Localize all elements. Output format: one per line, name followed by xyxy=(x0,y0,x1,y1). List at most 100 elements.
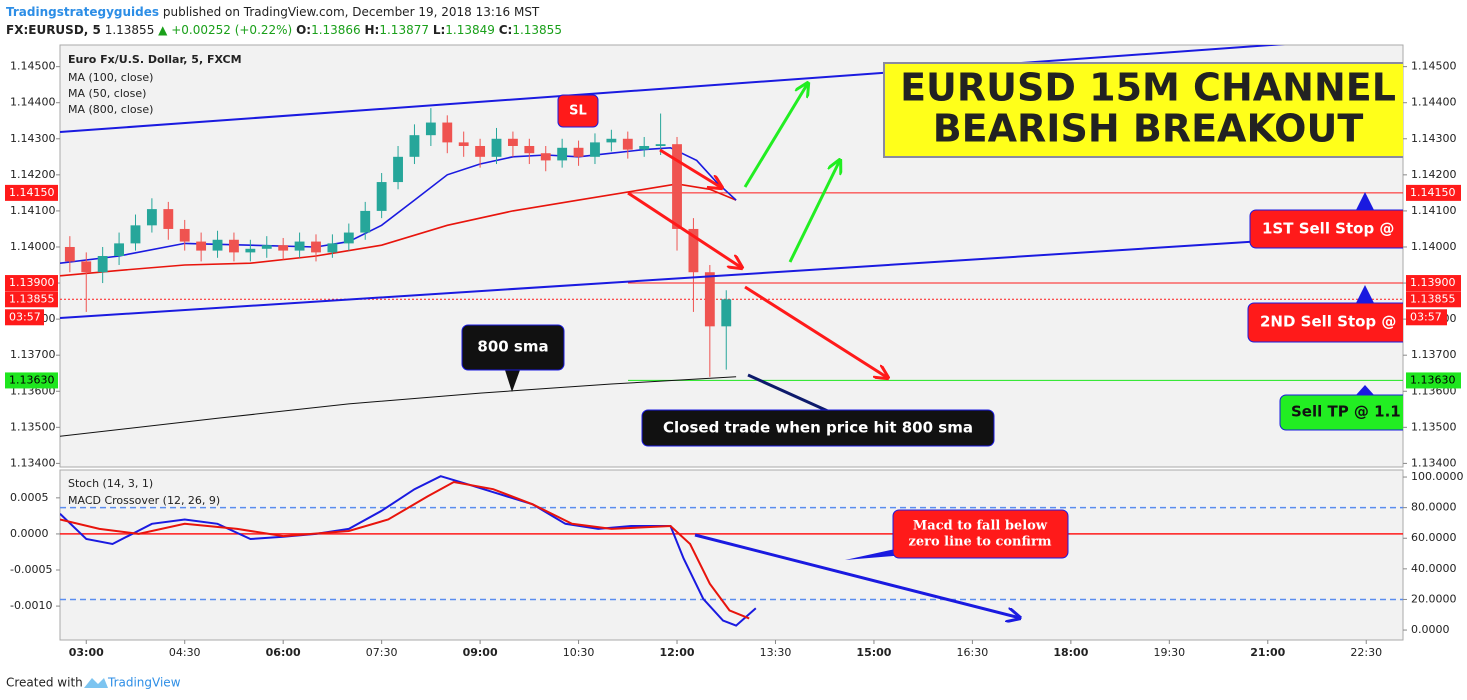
legend-entry: MA (50, close) xyxy=(68,87,146,100)
y-tick-label: 1.13700 xyxy=(10,348,56,361)
y-tick-label: 1.14500 xyxy=(10,60,56,73)
candle-body xyxy=(590,142,600,157)
sell-tp-label: Sell TP @ 1.1 xyxy=(1291,403,1401,421)
x-tick-label: 07:30 xyxy=(366,646,398,659)
x-tick-label: 09:00 xyxy=(463,646,498,659)
title-line: EURUSD 15M CHANNEL xyxy=(900,66,1396,110)
channel-upper xyxy=(60,45,1286,133)
sell-stop-box xyxy=(1249,209,1403,249)
pointer xyxy=(1356,285,1374,303)
candle-body xyxy=(688,228,699,273)
y-tick-label: 1.14500 xyxy=(1411,60,1457,73)
candle-body xyxy=(458,142,469,146)
y-tick-label: 0.0000 xyxy=(10,527,49,540)
x-tick-label: 21:00 xyxy=(1250,646,1285,659)
x-tick-label: 04:30 xyxy=(169,646,201,659)
arrow xyxy=(744,285,888,378)
price-tag xyxy=(1406,372,1461,389)
arrow xyxy=(788,160,840,263)
y2-tick-label: 80.0000 xyxy=(1411,501,1457,514)
arrow xyxy=(627,191,742,268)
candle-body xyxy=(261,245,272,249)
price-tag-label: 1.13630 xyxy=(1410,373,1456,386)
price-tag-label: 1.13630 xyxy=(9,373,55,386)
footer: Created with xyxy=(6,676,83,690)
indicator-panel xyxy=(59,469,1404,641)
y-tick-label: 1.14200 xyxy=(10,168,56,181)
closed-box xyxy=(641,409,995,447)
indicator-subtitle: MACD Crossover (12, 26, 9) xyxy=(68,494,220,507)
candle-body xyxy=(360,210,371,233)
candle-body xyxy=(639,145,650,150)
arrow xyxy=(743,83,808,188)
indicator-line xyxy=(60,475,757,627)
price-tag xyxy=(1406,184,1461,201)
channel-lower xyxy=(60,231,1403,319)
y-tick-label: 1.14200 xyxy=(1411,168,1457,181)
candle-body xyxy=(606,138,617,143)
y-tick-label: 1.14000 xyxy=(1411,240,1457,253)
y2-tick-label: 60.0000 xyxy=(1411,531,1457,544)
y2-tick-label: 100.0000 xyxy=(1411,470,1464,483)
candle-body xyxy=(475,145,486,157)
candle-body xyxy=(557,147,568,161)
legend-entry: MA (100, close) xyxy=(68,71,153,84)
candle-body xyxy=(114,243,124,256)
countdown-tag xyxy=(5,309,44,326)
y2-tick-label: 0.0000 xyxy=(1411,623,1450,636)
candle-body xyxy=(704,272,715,327)
ohlc-value: 1.13866 xyxy=(311,23,361,37)
sma-label: 800 sma xyxy=(477,338,548,356)
candle-body xyxy=(622,138,633,150)
y-tick-label: 1.14400 xyxy=(1411,96,1457,109)
last-price: 1.13855 xyxy=(105,23,155,37)
y2-tick-label: 40.0000 xyxy=(1411,562,1457,575)
pointer xyxy=(505,370,520,392)
ohlc-key: L: xyxy=(433,23,445,37)
price-plot xyxy=(60,108,1403,437)
candle-body xyxy=(721,299,732,327)
candle-body xyxy=(229,239,239,253)
candle-body xyxy=(491,138,502,157)
candle-body xyxy=(540,153,551,161)
candle-body xyxy=(81,261,92,273)
y-tick-label: 1.13700 xyxy=(1411,348,1457,361)
published: published on TradingView.com, December 1… xyxy=(163,5,540,19)
y-tick-label: 1.13500 xyxy=(10,420,56,433)
x-tick-label: 06:00 xyxy=(266,646,301,659)
pointer xyxy=(845,548,905,560)
title-box xyxy=(883,62,1403,158)
y-tick-label: 1.14100 xyxy=(1411,204,1457,217)
closed-label: Closed trade when price hit 800 sma xyxy=(663,419,973,437)
x-tick-label: 13:30 xyxy=(760,646,792,659)
candle-body xyxy=(425,122,436,136)
y-tick-label: -0.0010 xyxy=(10,599,52,612)
candle-body xyxy=(64,246,75,262)
candle-body xyxy=(393,156,403,183)
indicator-plot xyxy=(60,475,1403,627)
candle-body xyxy=(212,239,223,251)
sell-stop-box xyxy=(1247,302,1403,343)
pointer xyxy=(1356,192,1374,210)
price-tag xyxy=(5,184,58,201)
ohlc-key: H: xyxy=(365,23,380,37)
candle-body xyxy=(655,144,666,146)
candle-body xyxy=(442,122,453,143)
moving-average xyxy=(60,376,737,437)
countdown-label: 03:57 xyxy=(1410,310,1442,323)
symbol: FX:EURUSD, 5 xyxy=(6,23,101,37)
arrow xyxy=(694,533,1020,618)
header-line: Tradingstrategyguides published on Tradi… xyxy=(6,5,540,19)
pointer xyxy=(747,373,831,414)
candle-body xyxy=(130,225,141,244)
x-tick-label: 18:00 xyxy=(1053,646,1088,659)
x-tick-label: 22:30 xyxy=(1350,646,1382,659)
indicator-title: Stoch (14, 3, 1) xyxy=(68,477,153,490)
price-tag xyxy=(5,275,58,292)
macd-note-box xyxy=(892,509,1069,559)
countdown-label: 03:57 xyxy=(9,310,41,323)
x-tick-label: 12:00 xyxy=(660,646,695,659)
author: Tradingstrategyguides xyxy=(6,5,159,19)
x-tick-label: 15:00 xyxy=(856,646,891,659)
